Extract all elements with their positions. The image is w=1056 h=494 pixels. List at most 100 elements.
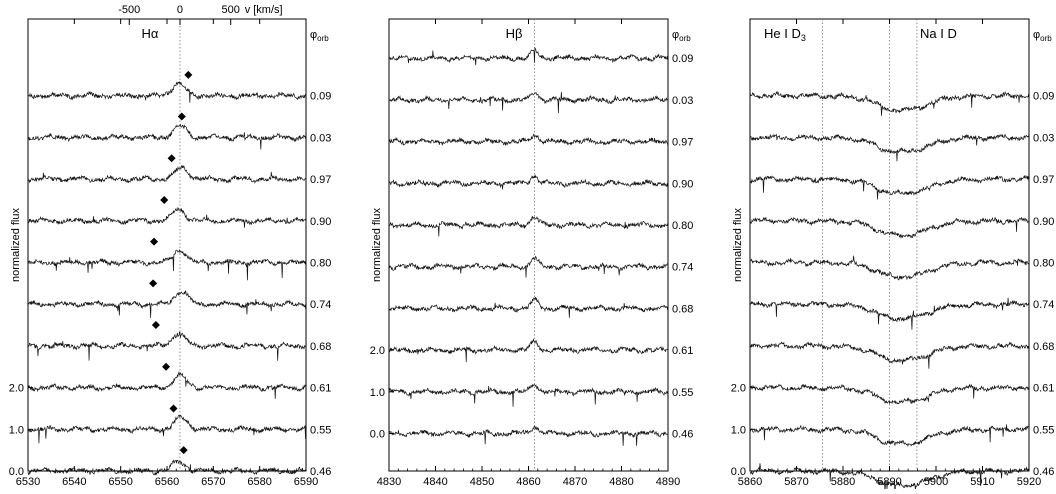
spectrum-line-0.97: [749, 175, 1030, 200]
phase-label: 0.68: [1033, 341, 1054, 353]
x-tick-label: 4860: [516, 476, 540, 488]
spectrum-line-0.03: [749, 133, 1030, 162]
x-tick-label: 4830: [377, 476, 401, 488]
diamond-marker: [150, 237, 159, 246]
phase-label: 0.55: [672, 387, 693, 399]
spectrum-line-0.09: [749, 90, 1030, 116]
phase-label: 0.68: [310, 341, 331, 353]
spectrum-line-0.68: [27, 331, 307, 361]
spectrum-line-0.74: [27, 290, 307, 318]
spectrum-line-0.46: [27, 459, 307, 476]
y-tick-label: 2.0: [9, 383, 24, 395]
diamond-marker: [184, 70, 193, 79]
spectrum-line-0.90: [388, 174, 669, 190]
phase-label: 0.90: [1033, 216, 1054, 228]
phase-label: 0.80: [1033, 258, 1054, 270]
spectrum-line-0.61: [27, 370, 307, 399]
y-tick-label: 1.0: [9, 424, 24, 436]
phase-label: 0.90: [310, 216, 331, 228]
spectrum-line-0.97: [388, 133, 669, 149]
phase-label: 0.74: [1033, 299, 1054, 311]
x-tick-label: 6560: [155, 476, 179, 488]
phase-label: 0.09: [1033, 91, 1054, 103]
diamond-marker: [179, 446, 188, 455]
spectrum-line-0.68: [388, 296, 669, 318]
spectrum-line-0.61: [388, 338, 669, 363]
phase-label: 0.97: [1033, 174, 1054, 186]
diamond-marker: [169, 404, 178, 413]
phase-label: 0.55: [1033, 424, 1054, 436]
phase-label: 0.61: [1033, 383, 1054, 395]
x-tick-label: 5920: [1017, 476, 1041, 488]
diamond-marker: [167, 154, 176, 163]
spectrum-line-0.97: [27, 165, 307, 184]
spectrum-line-0.55: [27, 414, 307, 444]
x-tick-label: 4890: [656, 476, 680, 488]
x-tick-label: 6550: [108, 476, 132, 488]
diamond-marker: [162, 362, 171, 371]
y-tick-label: 0.0: [370, 428, 385, 440]
x-tick-label: 6530: [16, 476, 40, 488]
diamond-marker: [149, 279, 158, 288]
line-label: Hα: [142, 26, 159, 41]
panel-1: 6530 6540 6550 6560 6570 6580 6590 0.0 1.0 2.0 nor…: [9, 4, 332, 488]
phase-axis-label: φorb: [1033, 29, 1052, 43]
phase-label: 0.61: [672, 345, 693, 357]
x-tick-label: 5900: [924, 476, 948, 488]
phase-label: 0.74: [310, 299, 331, 311]
panel-3: 5860 5870 5880 5890 5900 5910 59200.01.02.0nor…: [731, 18, 1054, 494]
line-label: Hβ: [506, 26, 523, 41]
spectrum-line-0.09: [27, 81, 307, 103]
y-axis-label: normalized flux: [732, 208, 744, 282]
velocity-axis-label: v [km/s]: [245, 4, 283, 16]
phase-label: 0.46: [310, 466, 331, 478]
spectrum-line-0.03: [27, 123, 307, 150]
phase-label: 0.03: [672, 95, 693, 107]
y-axis-label: normalized flux: [371, 208, 383, 282]
y-tick-label: 1.0: [370, 387, 385, 399]
spectrum-line-0.55: [388, 384, 669, 407]
phase-label: 0.46: [672, 428, 693, 440]
velocity-tick-label: 500: [222, 4, 240, 16]
y-tick-label: 2.0: [731, 383, 746, 395]
spectrum-line-0.61: [749, 383, 1030, 405]
velocity-tick-label: -500: [118, 4, 140, 16]
phase-label: 0.09: [310, 91, 331, 103]
panel-frame: [27, 18, 307, 472]
panel-2: 4830 4840 4850 4860 4870 4880 4890 0.0 1.0 2.0 nor…: [370, 18, 693, 488]
phase-label: 0.03: [310, 132, 331, 144]
phase-label: 0.74: [672, 262, 693, 274]
x-tick-label: 6580: [247, 476, 271, 488]
spectrum-line-0.03: [388, 91, 669, 114]
phase-axis-label: φorb: [310, 29, 329, 43]
diamond-marker: [160, 195, 169, 204]
x-tick-label: 4840: [423, 476, 447, 488]
spectrum-line-0.68: [749, 341, 1030, 369]
x-tick-label: 6570: [201, 476, 225, 488]
spectrum-line-0.80: [27, 248, 307, 281]
spectrum-line-0.09: [388, 46, 669, 66]
diamond-marker: [151, 321, 160, 330]
y-tick-label: 2.0: [370, 345, 385, 357]
he-line-label: He I D3: [764, 26, 806, 43]
spectrum-line-0.90: [749, 216, 1030, 239]
spectrum-line-0.74: [388, 255, 669, 278]
phase-label: 0.03: [1033, 132, 1054, 144]
x-tick-label: 5910: [970, 476, 994, 488]
y-tick-label: 1.0: [731, 424, 746, 436]
y-tick-label: 0.0: [9, 466, 24, 478]
spectrum-line-0.90: [27, 207, 307, 228]
x-tick-label: 6590: [294, 476, 318, 488]
x-tick-label: 4880: [609, 476, 633, 488]
phase-label: 0.61: [310, 383, 331, 395]
x-tick-label: 4870: [563, 476, 587, 488]
spectrum-line-0.46: [749, 463, 1030, 494]
x-tick-label: 6540: [62, 476, 86, 488]
diamond-marker: [177, 112, 186, 121]
spectrum-line-0.74: [749, 297, 1030, 330]
spectrum-line-0.80: [388, 215, 669, 237]
phase-label: 0.80: [310, 258, 331, 270]
phase-label: 0.97: [672, 137, 693, 149]
phase-label: 0.55: [310, 424, 331, 436]
